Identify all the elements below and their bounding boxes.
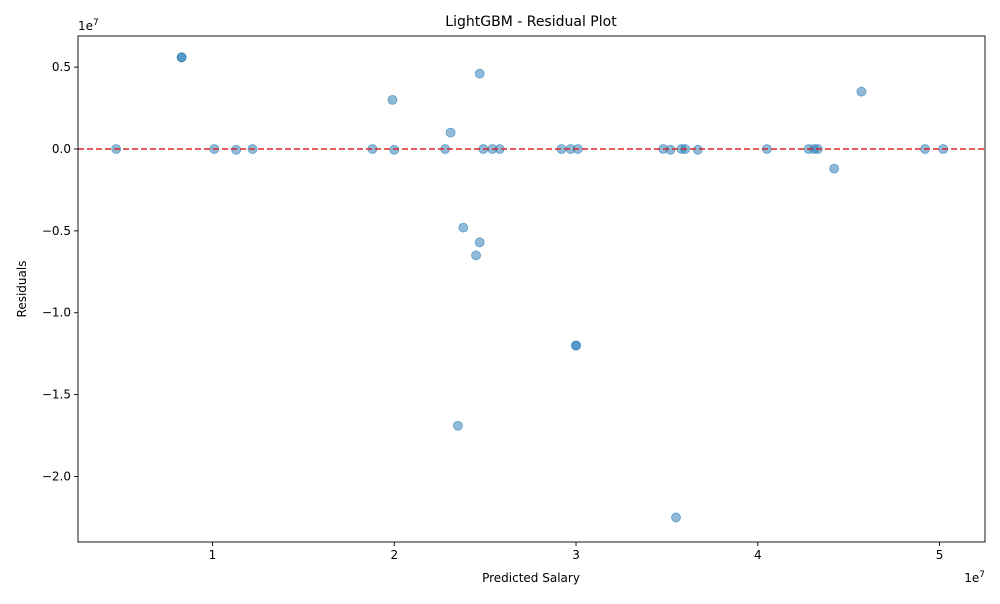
data-point-11	[452, 420, 463, 431]
data-point-14	[474, 68, 485, 79]
data-point-12	[458, 222, 469, 233]
data-point-35	[856, 86, 867, 97]
x-tick-label-4: 5	[936, 548, 944, 562]
data-point-4	[231, 144, 242, 155]
data-point-2	[176, 52, 187, 63]
x-tick-label-2: 3	[572, 548, 580, 562]
data-point-10	[445, 127, 456, 138]
x-axis-offset-text: 1e7	[964, 570, 985, 585]
y-tick-label-0: 0.5	[52, 60, 71, 74]
data-point-34	[829, 163, 840, 174]
data-point-22	[571, 340, 581, 351]
data-point-15	[474, 237, 485, 248]
data-point-13	[471, 250, 481, 261]
y-axis-label: Residuals	[15, 261, 29, 318]
x-tick-label-3: 4	[754, 548, 762, 562]
data-point-8	[389, 144, 400, 155]
y-tick-label-3: −1.0	[42, 306, 71, 320]
y-offset-base: 1e	[78, 19, 93, 33]
y-tick-label-2: −0.5	[42, 224, 71, 238]
data-point-7	[387, 94, 398, 105]
x-tick-label-1: 2	[390, 548, 398, 562]
y-tick-label-5: −2.0	[42, 469, 71, 483]
data-points	[111, 52, 949, 523]
data-point-26	[671, 512, 681, 523]
chart-title: LightGBM - Residual Plot	[445, 14, 617, 30]
y-tick-label-4: −1.5	[42, 388, 71, 402]
x-axis-ticks: 1 2 3 4 5	[209, 542, 944, 562]
plot-area-frame	[77, 35, 986, 543]
data-point-29	[692, 144, 703, 155]
x-offset-base: 1e	[964, 571, 979, 585]
y-axis-ticks: 0.5 0.0 −0.5 −1.0 −1.5 −2.0	[42, 60, 78, 483]
y-offset-exponent: 7	[93, 18, 99, 28]
data-point-25	[665, 144, 676, 155]
x-tick-label-0: 1	[209, 548, 217, 562]
y-tick-label-1: 0.0	[52, 142, 71, 156]
x-offset-exponent: 7	[979, 570, 985, 580]
y-axis-offset-text: 1e7	[78, 18, 99, 33]
x-axis-label: Predicted Salary	[482, 571, 580, 585]
